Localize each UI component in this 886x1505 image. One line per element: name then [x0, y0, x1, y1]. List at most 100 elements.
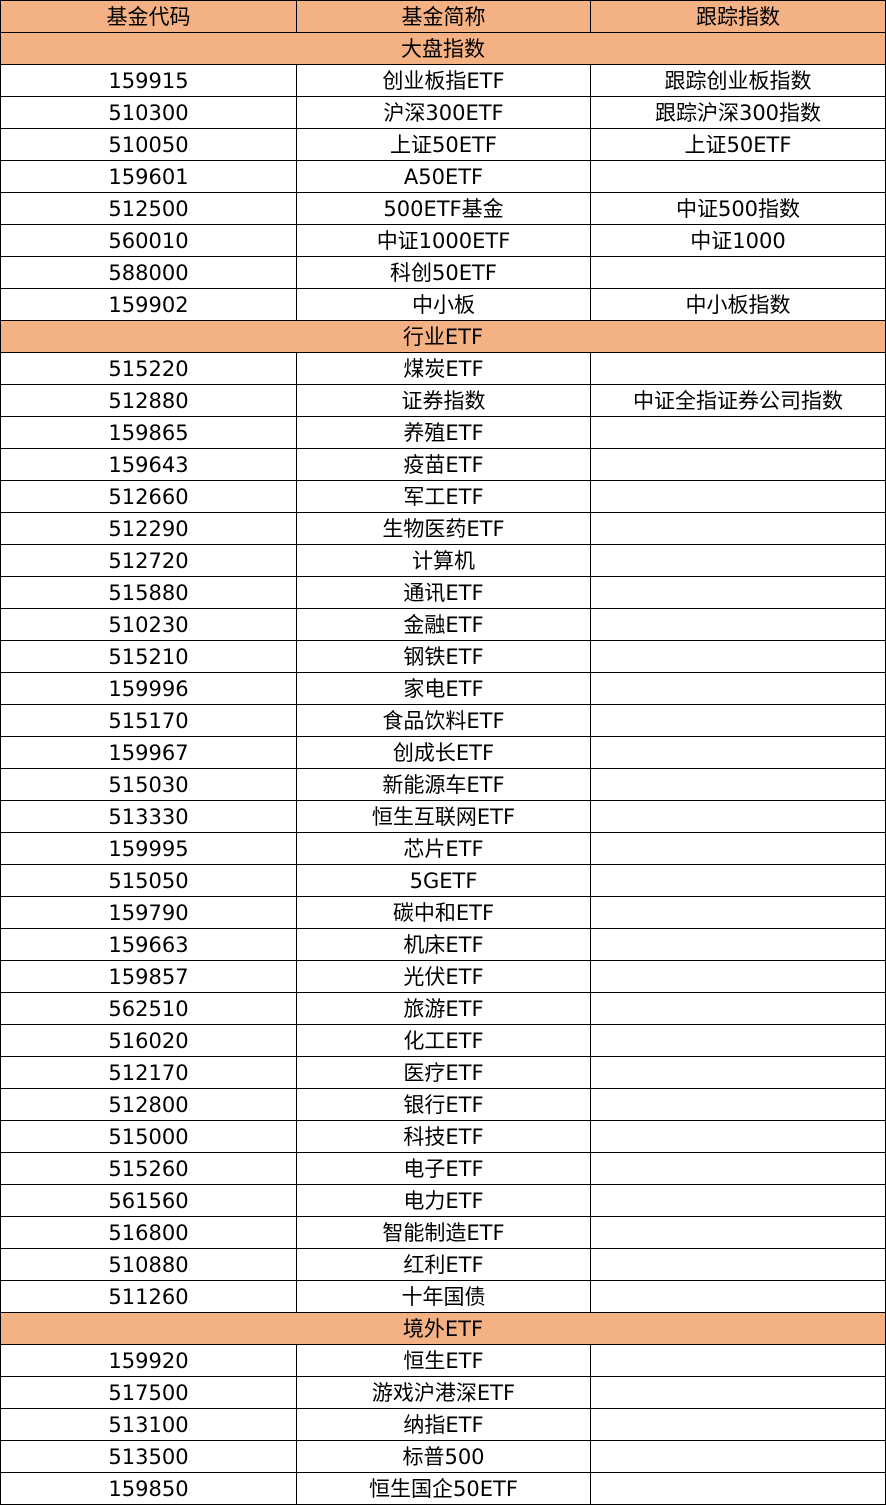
table-row: 159995 芯片ETF: [0, 832, 886, 865]
fund-code-cell: 510050: [0, 128, 297, 161]
tracking-index-cell: 中证500指数: [590, 192, 886, 225]
fund-name-cell: 钢铁ETF: [296, 640, 591, 673]
table-row: 159850 恒生国企50ETF: [0, 1472, 886, 1505]
tracking-index-cell: [590, 1280, 886, 1313]
table-row: 512500 500ETF基金 中证500指数: [0, 192, 886, 225]
table-row: 159643 疫苗ETF: [0, 448, 886, 481]
section-title: 行业ETF: [0, 320, 886, 353]
fund-name-cell: 军工ETF: [296, 480, 591, 513]
tracking-index-cell: [590, 576, 886, 609]
tracking-index-cell: [590, 1440, 886, 1473]
table-row: 159996 家电ETF: [0, 672, 886, 705]
table-row: 513500 标普500: [0, 1440, 886, 1473]
fund-code-cell: 515050: [0, 864, 297, 897]
fund-name-cell: 家电ETF: [296, 672, 591, 705]
tracking-index-cell: [590, 448, 886, 481]
fund-code-cell: 512290: [0, 512, 297, 545]
fund-name-cell: 银行ETF: [296, 1088, 591, 1121]
table-row: 515030 新能源车ETF: [0, 768, 886, 801]
fund-name-cell: 食品饮料ETF: [296, 704, 591, 737]
tracking-index-cell: [590, 832, 886, 865]
fund-code-cell: 560010: [0, 224, 297, 257]
fund-code-cell: 517500: [0, 1376, 297, 1409]
tracking-index-cell: [590, 704, 886, 737]
table-row: 513100 纳指ETF: [0, 1408, 886, 1441]
fund-code-cell: 159790: [0, 896, 297, 929]
table-row: 515260 电子ETF: [0, 1152, 886, 1185]
tracking-index-cell: [590, 896, 886, 929]
fund-name-cell: 机床ETF: [296, 928, 591, 961]
fund-name-cell: 红利ETF: [296, 1248, 591, 1281]
table-row: 510230 金融ETF: [0, 608, 886, 641]
fund-name-cell: 新能源车ETF: [296, 768, 591, 801]
tracking-index-cell: [590, 480, 886, 513]
fund-code-cell: 159915: [0, 64, 297, 97]
fund-name-cell: 恒生ETF: [296, 1344, 591, 1377]
table-row: 512660 军工ETF: [0, 480, 886, 513]
fund-code-cell: 561560: [0, 1184, 297, 1217]
fund-name-cell: 养殖ETF: [296, 416, 591, 449]
fund-code-cell: 159865: [0, 416, 297, 449]
table-row: 159857 光伏ETF: [0, 960, 886, 993]
fund-name-cell: 疫苗ETF: [296, 448, 591, 481]
tracking-index-cell: [590, 1056, 886, 1089]
fund-code-cell: 512800: [0, 1088, 297, 1121]
fund-name-cell: 创成长ETF: [296, 736, 591, 769]
tracking-index-cell: [590, 1184, 886, 1217]
fund-name-cell: 计算机: [296, 544, 591, 577]
fund-code-cell: 159967: [0, 736, 297, 769]
tracking-index-cell: 上证50ETF: [590, 128, 886, 161]
fund-code-cell: 159643: [0, 448, 297, 481]
fund-code-cell: 512170: [0, 1056, 297, 1089]
fund-name-cell: 碳中和ETF: [296, 896, 591, 929]
tracking-index-cell: [590, 864, 886, 897]
tracking-index-cell: [590, 1472, 886, 1505]
tracking-index-cell: [590, 1088, 886, 1121]
table-row: 513330 恒生互联网ETF: [0, 800, 886, 833]
fund-name-cell: 金融ETF: [296, 608, 591, 641]
table-row: 159663 机床ETF: [0, 928, 886, 961]
fund-name-cell: 电力ETF: [296, 1184, 591, 1217]
table-row: 159902 中小板 中小板指数: [0, 288, 886, 321]
fund-code-cell: 512500: [0, 192, 297, 225]
table-row: 511260 十年国债: [0, 1280, 886, 1313]
fund-code-cell: 159663: [0, 928, 297, 961]
table-row: 512290 生物医药ETF: [0, 512, 886, 545]
tracking-index-cell: 中小板指数: [590, 288, 886, 321]
tracking-index-cell: [590, 960, 886, 993]
tracking-index-cell: [590, 1248, 886, 1281]
fund-name-cell: 光伏ETF: [296, 960, 591, 993]
tracking-index-cell: [590, 608, 886, 641]
fund-name-cell: 科技ETF: [296, 1120, 591, 1153]
tracking-index-cell: [590, 1216, 886, 1249]
fund-code-cell: 159902: [0, 288, 297, 321]
fund-name-cell: A50ETF: [296, 160, 591, 193]
tracking-index-cell: 中证全指证券公司指数: [590, 384, 886, 417]
fund-code-cell: 510300: [0, 96, 297, 129]
fund-name-cell: 通讯ETF: [296, 576, 591, 609]
fund-name-cell: 化工ETF: [296, 1024, 591, 1057]
fund-code-cell: 510230: [0, 608, 297, 641]
tracking-index-cell: [590, 160, 886, 193]
fund-code-cell: 562510: [0, 992, 297, 1025]
fund-code-cell: 512660: [0, 480, 297, 513]
table-row: 159790 碳中和ETF: [0, 896, 886, 929]
fund-name-cell: 生物医药ETF: [296, 512, 591, 545]
fund-code-cell: 516800: [0, 1216, 297, 1249]
fund-name-cell: 芯片ETF: [296, 832, 591, 865]
fund-name-cell: 科创50ETF: [296, 256, 591, 289]
tracking-index-cell: [590, 416, 886, 449]
fund-code-cell: 159850: [0, 1472, 297, 1505]
section-row: 行业ETF: [0, 320, 886, 353]
tracking-index-cell: [590, 736, 886, 769]
fund-name-cell: 煤炭ETF: [296, 352, 591, 385]
fund-name-cell: 标普500: [296, 1440, 591, 1473]
table-row: 561560 电力ETF: [0, 1184, 886, 1217]
table-row: 159967 创成长ETF: [0, 736, 886, 769]
table-body: 大盘指数 159915 创业板指ETF 跟踪创业板指数 510300 沪深300ETF 跟踪…: [0, 32, 886, 1505]
fund-code-cell: 515210: [0, 640, 297, 673]
tracking-index-cell: [590, 512, 886, 545]
table-row: 562510 旅游ETF: [0, 992, 886, 1025]
table-row: 512880 证券指数 中证全指证券公司指数: [0, 384, 886, 417]
table-row: 159601 A50ETF: [0, 160, 886, 193]
